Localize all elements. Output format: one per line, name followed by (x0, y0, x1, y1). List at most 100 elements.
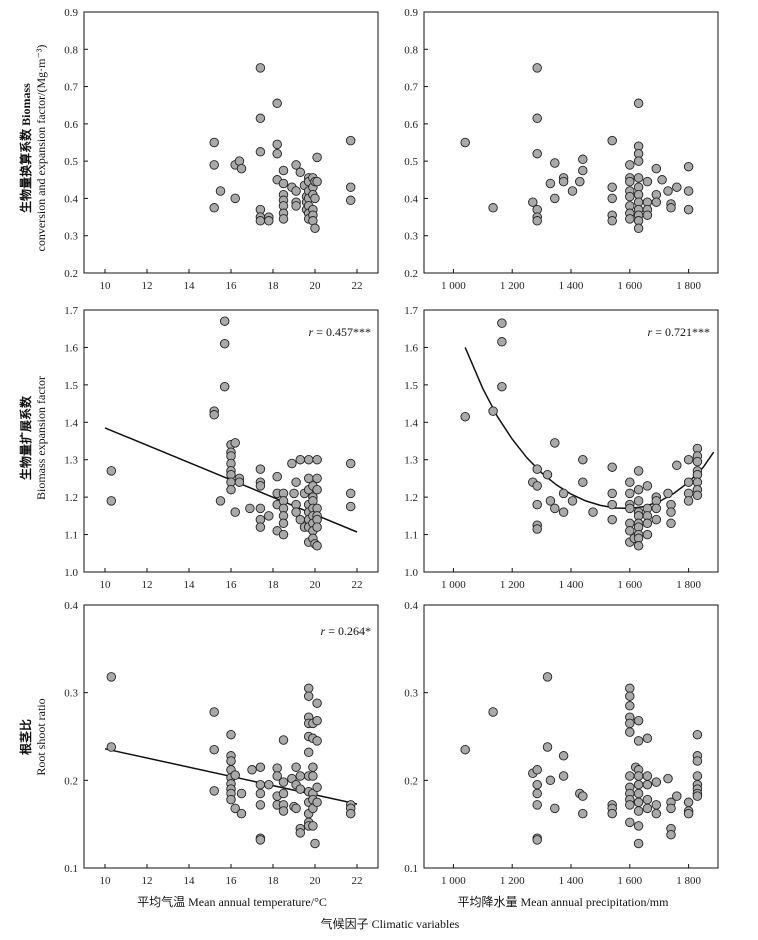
data-point (578, 454, 588, 465)
data-point (532, 788, 542, 799)
x-tick-label: 18 (268, 280, 280, 292)
data-point (295, 784, 306, 794)
x-tick-label: 22 (352, 875, 363, 887)
data-point (633, 838, 644, 849)
annotation-bef-temperature-r: r (309, 325, 314, 339)
data-point (532, 113, 542, 124)
y-tick-label: 0.3 (64, 688, 78, 700)
data-point (651, 197, 662, 207)
data-point (683, 161, 694, 172)
data-point (633, 715, 644, 726)
data-point (215, 186, 226, 196)
data-point (312, 541, 322, 551)
data-point (345, 808, 356, 819)
data-point (666, 507, 676, 517)
y-tick-label: 1.3 (64, 455, 78, 467)
data-point (532, 800, 542, 810)
data-point (625, 800, 635, 810)
data-point (312, 698, 322, 708)
data-point (692, 771, 703, 781)
panel-bef_temp: 1.0 1.1 1.2 1.3 1.4 1.5 1.6 1.7 10 12 14 16 18 20 22 (64, 305, 379, 591)
data-point (651, 808, 662, 819)
data-point (550, 503, 560, 514)
y-tick-label: 1.5 (64, 380, 78, 392)
y-tick-label: 0.4 (404, 600, 418, 612)
data-point (488, 707, 498, 717)
panel-bcef_temp: 0.2 0.3 0.4 0.5 0.6 0.7 0.8 0.9 10 12 14 16 18 20 22 (64, 7, 379, 292)
x-tick-label: 12 (142, 875, 153, 887)
x-tick-label: 20 (310, 579, 322, 591)
data-point (642, 771, 653, 781)
y-tick-label: 0.2 (404, 268, 418, 280)
annotation-rsr-temperature: r = 0.264* (321, 624, 371, 638)
data-point (651, 514, 662, 525)
data-point (460, 411, 470, 422)
fit-line (464, 347, 715, 510)
data-point (607, 499, 617, 510)
data-point (578, 477, 588, 487)
data-point (542, 469, 553, 480)
data-point (558, 176, 569, 187)
row-label-bcef-cn: 生物量换算系数 Biomass (18, 83, 33, 213)
panel-bef_precip: 1.0 1.1 1.2 1.3 1.4 1.5 1.6 1.7 1 000 1 200 1 400 1… (404, 305, 719, 591)
y-tick-label: 0.3 (64, 231, 78, 243)
data-point (230, 770, 240, 780)
data-point (575, 176, 585, 187)
data-point (209, 137, 219, 148)
data-point (607, 135, 617, 146)
data-point (291, 160, 301, 170)
data-point (278, 165, 289, 176)
panel-bcef_precip: 0.2 0.3 0.4 0.5 0.6 0.7 0.8 0.9 1 000 1 200 1 400 1… (404, 7, 719, 292)
data-point (345, 458, 356, 469)
data-point (291, 507, 301, 517)
annotation-bef-temperature: r = 0.457*** (309, 325, 371, 339)
data-point (312, 454, 322, 465)
data-point (345, 135, 356, 146)
y-tick-label: 0.6 (404, 119, 418, 131)
data-point (625, 691, 635, 701)
y-tick-label: 0.7 (64, 82, 78, 94)
data-point (625, 701, 635, 711)
y-tick-label: 1.2 (404, 492, 418, 504)
data-point (532, 481, 542, 491)
data-point (633, 173, 644, 183)
data-point (255, 779, 266, 790)
data-point (607, 514, 617, 525)
data-point (308, 771, 318, 781)
data-point (542, 672, 553, 682)
data-point (303, 747, 314, 758)
x-tick-label: 10 (100, 579, 112, 591)
data-point (607, 182, 617, 192)
x-tick-label: 20 (310, 280, 322, 292)
data-point (312, 736, 322, 746)
data-point (607, 488, 617, 499)
x-tick-label: 12 (142, 280, 153, 292)
plot-frame (423, 309, 719, 573)
data-point (312, 715, 322, 726)
data-point (663, 488, 673, 499)
data-point (209, 203, 219, 213)
x-tick-label: 1 000 (441, 280, 466, 292)
y-tick-label: 0.2 (64, 268, 78, 280)
data-point (642, 176, 653, 187)
data-point (209, 707, 219, 717)
data-point (255, 788, 266, 799)
data-point (550, 158, 560, 168)
data-point (642, 794, 653, 805)
data-point (226, 729, 236, 740)
data-point (312, 782, 322, 793)
data-point (236, 163, 247, 174)
data-point (633, 496, 644, 506)
y-tick-label: 1.7 (64, 305, 78, 317)
y-tick-label: 0.4 (404, 193, 418, 205)
data-point (230, 803, 240, 814)
data-point (651, 163, 662, 174)
data-point (642, 733, 653, 744)
panel-rsr_temp: 0.1 0.2 0.3 0.4 10 12 14 16 18 20 22 (64, 600, 379, 887)
data-point (633, 736, 644, 746)
data-point (310, 223, 320, 234)
data-point (633, 466, 644, 476)
data-point (497, 337, 507, 347)
data-point (278, 529, 289, 540)
plot-frame (83, 11, 379, 274)
